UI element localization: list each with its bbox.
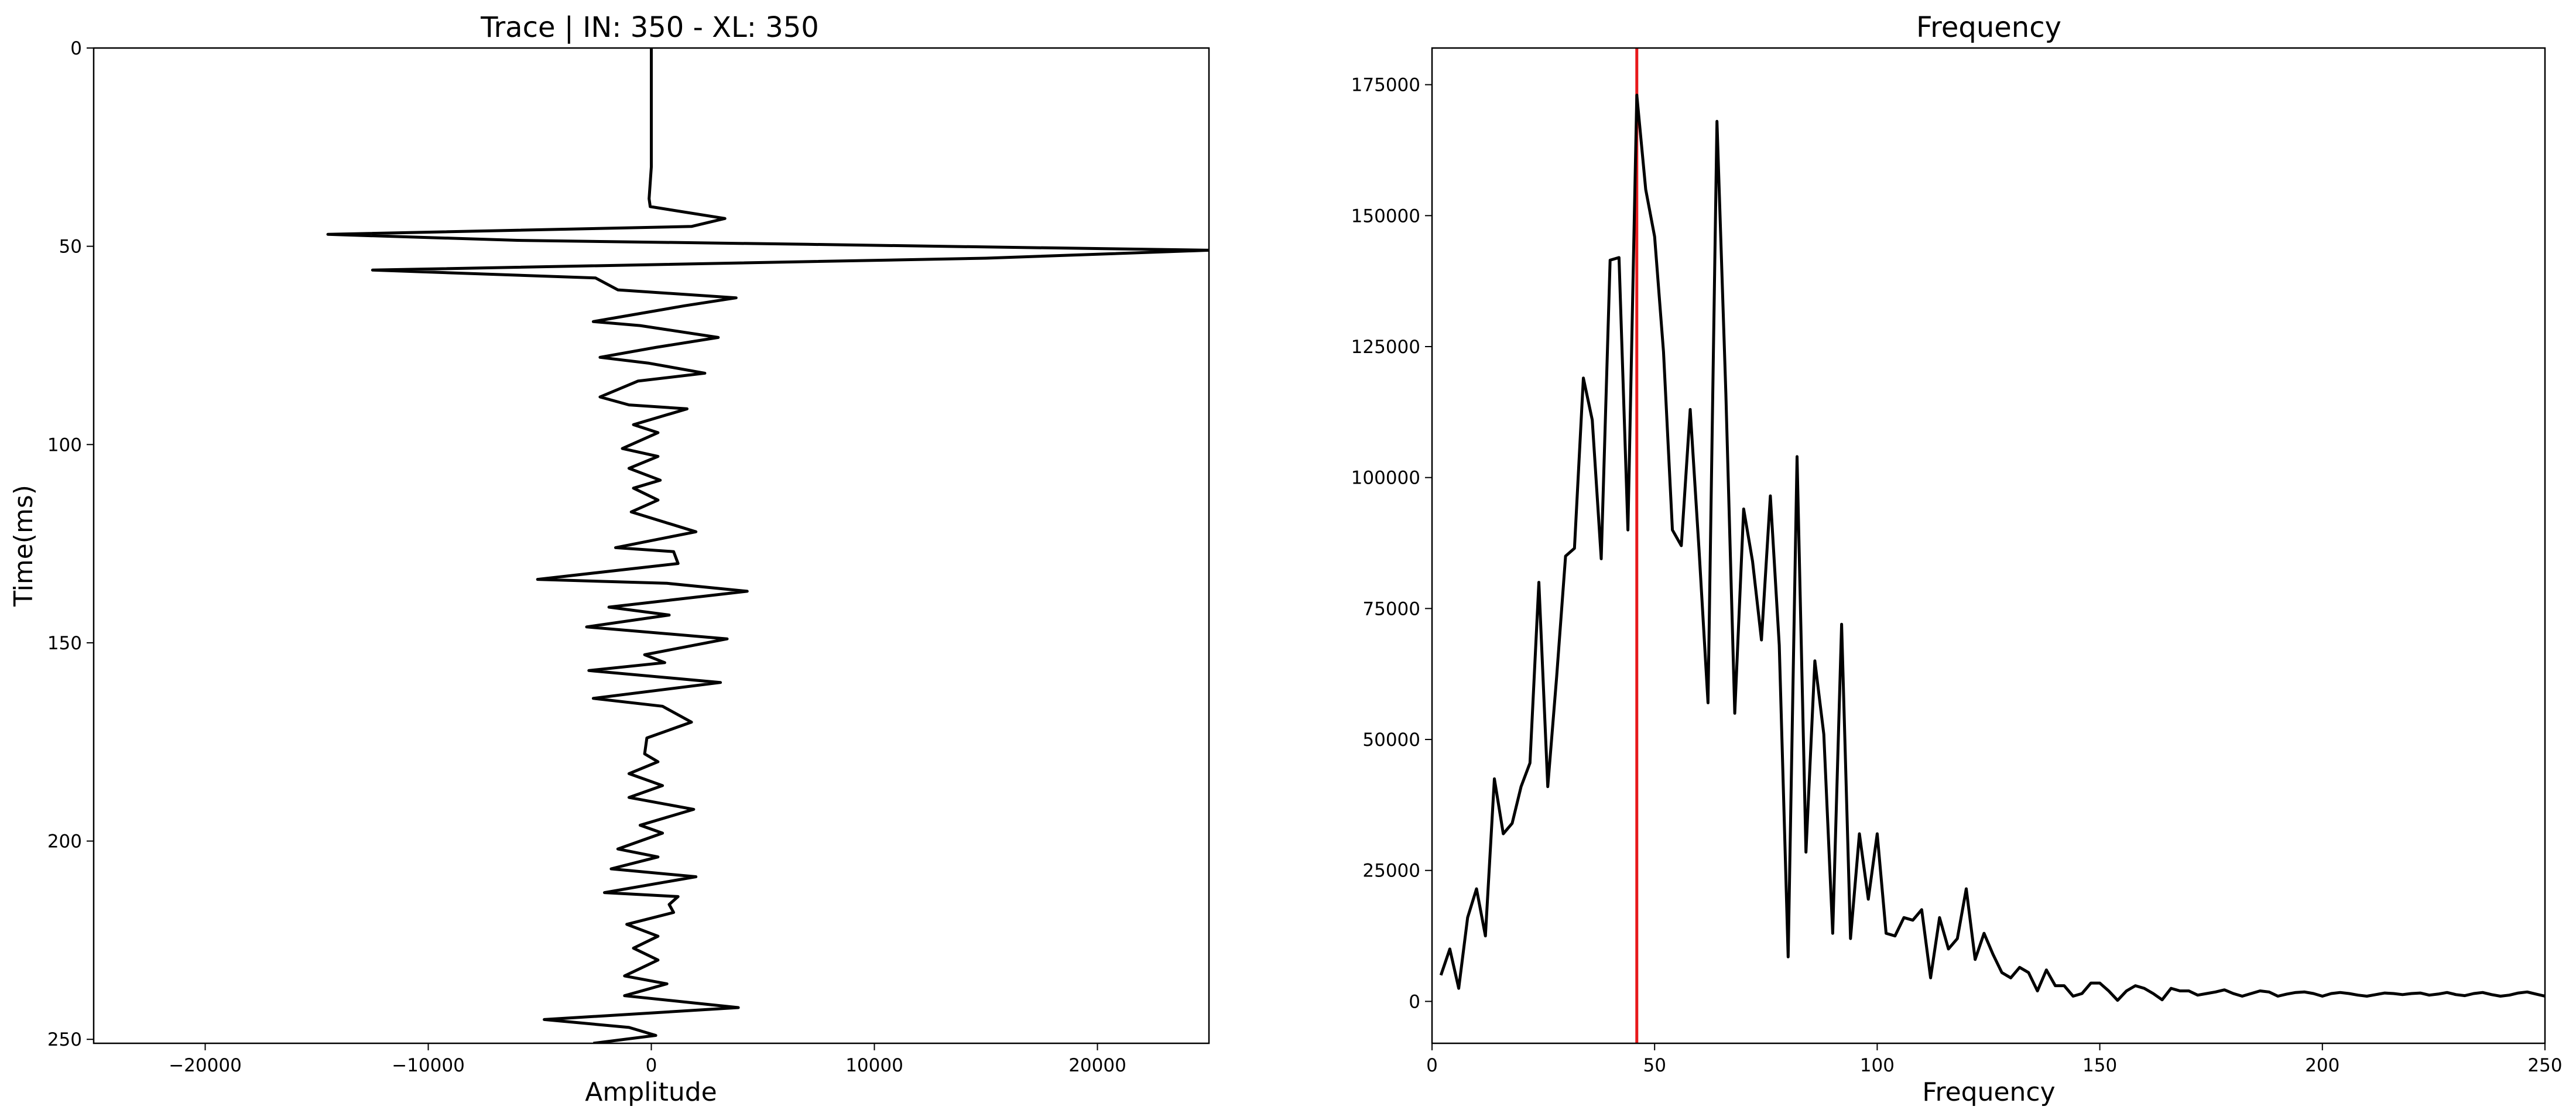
trace-x-tick-label: 0 (646, 1055, 657, 1076)
trace-y-tick-label: 250 (47, 1029, 82, 1050)
frequency-chart-title: Frequency (1916, 11, 2061, 44)
trace-y-tick-label: 200 (47, 831, 82, 852)
frequency-x-tick-label: 0 (1426, 1055, 1438, 1076)
frequency-y-tick-label: 0 (1409, 991, 1420, 1012)
frequency-chart: Frequency 0 50 100 150 200 250 0 25000 50000 7500… (1351, 11, 2563, 1107)
frequency-x-tick-label: 100 (1860, 1055, 1895, 1076)
trace-x-axis-label: Amplitude (585, 1077, 717, 1107)
frequency-y-tick-label: 25000 (1362, 861, 1420, 882)
frequency-y-tick-label: 100000 (1351, 468, 1420, 489)
frequency-x-tick-label: 50 (1643, 1055, 1666, 1076)
frequency-y-tick-label: 150000 (1351, 205, 1420, 227)
trace-y-axis-label: Time(ms) (9, 485, 39, 607)
trace-plot-area: −20000 −10000 0 10000 20000 0 50 100 150 200 250 (47, 38, 1209, 1076)
trace-y-tick-label: 50 (59, 237, 82, 258)
frequency-x-axis-label: Frequency (1922, 1077, 2055, 1107)
frequency-x-tick-label: 150 (2082, 1055, 2117, 1076)
frequency-x-tick-label: 200 (2305, 1055, 2339, 1076)
trace-x-tick-label: 20000 (1068, 1055, 1126, 1076)
frequency-y-tick-label: 50000 (1362, 729, 1420, 751)
trace-x-tick-label: 10000 (845, 1055, 903, 1076)
frequency-plot-area: 0 50 100 150 200 250 0 25000 50000 75000 100000 125… (1351, 48, 2563, 1076)
trace-chart: Trace | IN: 350 - XL: 350 −20000 −10000 0 1… (9, 11, 1210, 1107)
trace-y-tick-label: 0 (70, 38, 82, 59)
trace-x-tick-label: −20000 (169, 1055, 242, 1076)
frequency-x-tick-label: 250 (2527, 1055, 2562, 1076)
frequency-plot-frame (1431, 47, 2546, 1044)
trace-y-tick-label: 100 (47, 434, 82, 455)
trace-series-line (326, 48, 1209, 1043)
trace-plot-frame (93, 47, 1210, 1044)
frequency-y-tick-label: 125000 (1351, 337, 1420, 358)
trace-y-tick-label: 150 (47, 633, 82, 654)
trace-x-tick-label: −10000 (392, 1055, 465, 1076)
trace-chart-title: Trace | IN: 350 - XL: 350 (480, 11, 819, 44)
frequency-y-tick-label: 75000 (1362, 598, 1420, 619)
frequency-y-tick-label: 175000 (1351, 75, 1420, 96)
frequency-series-line (1439, 94, 2545, 1002)
